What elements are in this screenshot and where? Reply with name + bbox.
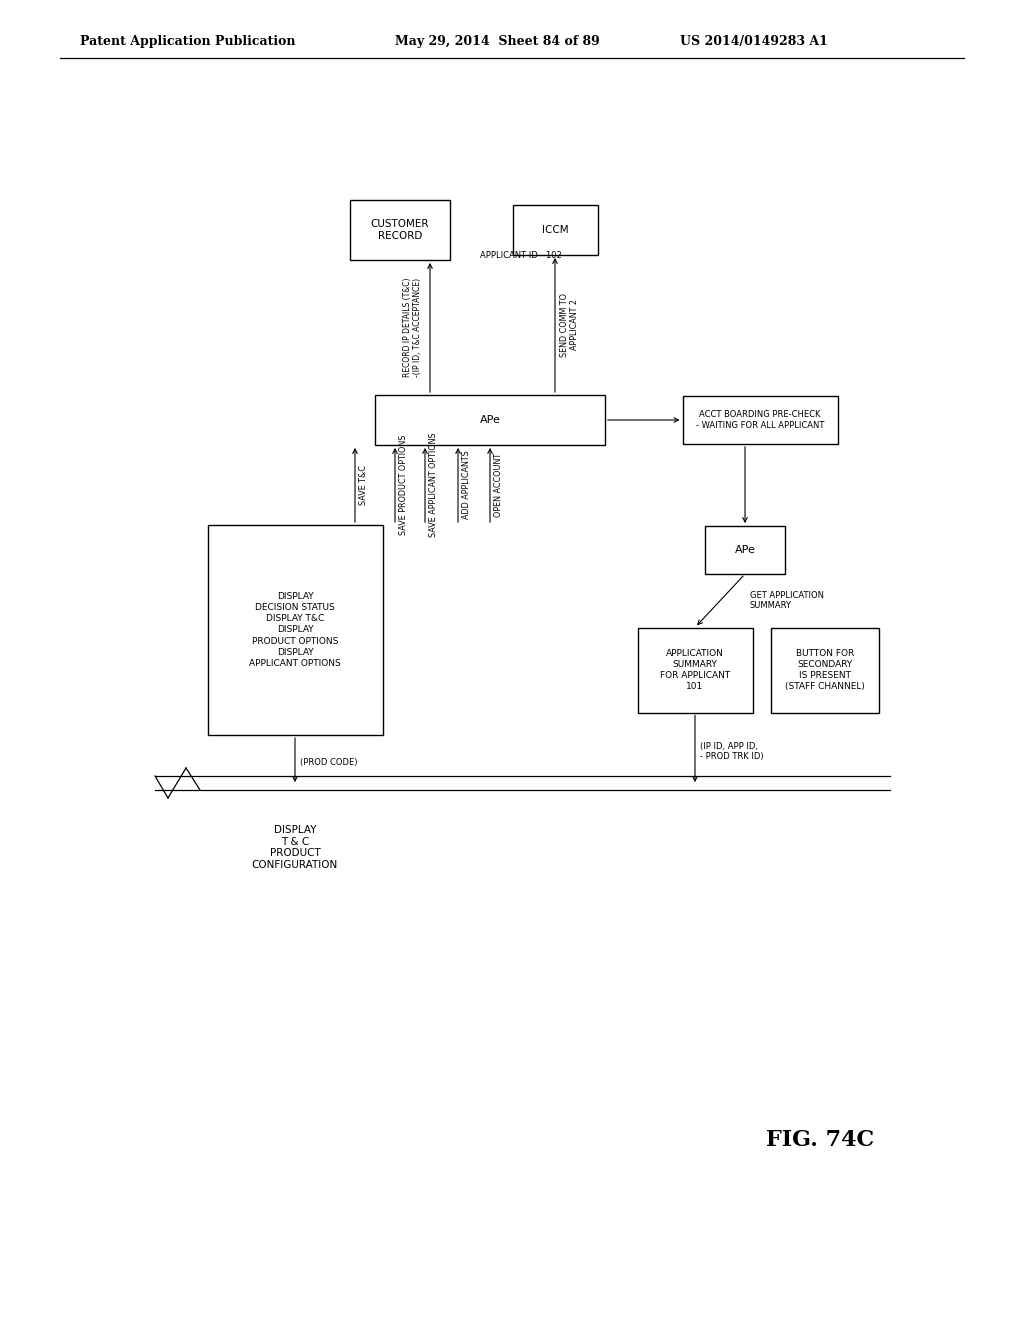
Text: APe: APe: [479, 414, 501, 425]
Text: APPLICATION
SUMMARY
FOR APPLICANT
101: APPLICATION SUMMARY FOR APPLICANT 101: [659, 649, 730, 692]
Text: May 29, 2014  Sheet 84 of 89: May 29, 2014 Sheet 84 of 89: [395, 36, 600, 49]
Text: BUTTON FOR
SECONDARY
IS PRESENT
(STAFF CHANNEL): BUTTON FOR SECONDARY IS PRESENT (STAFF C…: [785, 649, 865, 692]
Bar: [350, 201, 450, 260]
Text: DISPLAY
DECISION STATUS
DISPLAY T&C
DISPLAY
PRODUCT OPTIONS
DISPLAY
APPLICANT OP: DISPLAY DECISION STATUS DISPLAY T&C DISP…: [249, 593, 341, 668]
Bar: [638, 627, 753, 713]
Text: (PROD CODE): (PROD CODE): [300, 758, 357, 767]
Bar: [375, 395, 605, 445]
Text: Patent Application Publication: Patent Application Publication: [80, 36, 296, 49]
Bar: [208, 525, 383, 735]
Text: SEND COMM TO
APPLICANT 2: SEND COMM TO APPLICANT 2: [560, 293, 580, 356]
Bar: [705, 525, 785, 574]
Bar: [512, 205, 597, 255]
Text: ADD APPLICANTS: ADD APPLICANTS: [462, 450, 471, 519]
Text: ICCM: ICCM: [542, 224, 568, 235]
Text: US 2014/0149283 A1: US 2014/0149283 A1: [680, 36, 827, 49]
Text: SAVE PRODUCT OPTIONS: SAVE PRODUCT OPTIONS: [399, 434, 408, 535]
Text: SAVE T&C: SAVE T&C: [359, 465, 368, 506]
Text: DISPLAY
T & C
PRODUCT
CONFIGURATION: DISPLAY T & C PRODUCT CONFIGURATION: [252, 825, 338, 870]
Text: ACCT BOARDING PRE-CHECK
- WAITING FOR ALL APPLICANT: ACCT BOARDING PRE-CHECK - WAITING FOR AL…: [696, 411, 824, 430]
Text: APe: APe: [734, 545, 756, 554]
Bar: [771, 627, 879, 713]
Text: FIG. 74C: FIG. 74C: [766, 1129, 874, 1151]
Text: GET APPLICATION
SUMMARY: GET APPLICATION SUMMARY: [750, 591, 824, 610]
Bar: [683, 396, 838, 444]
Text: OPEN ACCOUNT: OPEN ACCOUNT: [494, 453, 503, 517]
Text: (IP ID, APP ID,
- PROD TRK ID): (IP ID, APP ID, - PROD TRK ID): [700, 742, 764, 760]
Text: CUSTOMER
RECORD: CUSTOMER RECORD: [371, 219, 429, 242]
Text: RECORD IP DETAILS (T&C)
-(IP ID, T&C ACCEPTANCE): RECORD IP DETAILS (T&C) -(IP ID, T&C ACC…: [402, 277, 422, 378]
Text: APPLICANT ID - 102: APPLICANT ID - 102: [480, 251, 562, 260]
Text: SAVE APPLICANT OPTIONS: SAVE APPLICANT OPTIONS: [429, 433, 438, 537]
